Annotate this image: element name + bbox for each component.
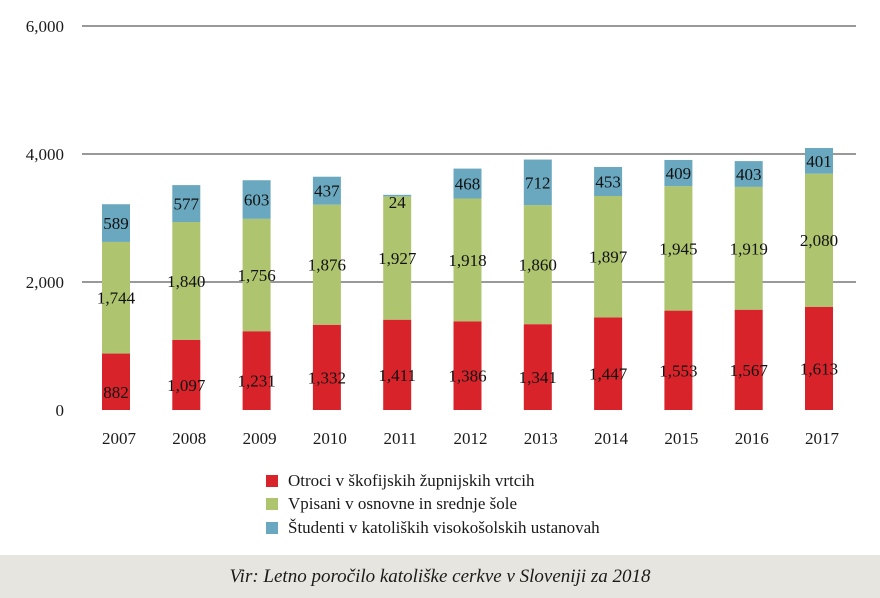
legend-swatch-green (266, 498, 278, 511)
x-tick-label: 2015 (664, 429, 698, 448)
data-label: 468 (455, 175, 481, 194)
bar-segment (102, 241, 130, 354)
bar-segment (102, 353, 130, 410)
data-label: 1,918 (448, 251, 486, 270)
data-label: 1,231 (237, 372, 275, 391)
bar-segment (664, 310, 693, 410)
y-tick-label: 4,000 (26, 145, 64, 164)
y-tick-label: 6,000 (26, 17, 64, 36)
data-label: 1,613 (800, 359, 838, 378)
data-label: 1,945 (659, 239, 697, 258)
bar-segment (453, 168, 482, 199)
bar-segment (805, 147, 833, 174)
x-tick-label: 2010 (313, 429, 347, 448)
bar-segment (594, 166, 623, 196)
bar-segment (102, 204, 130, 242)
bar-segment (383, 319, 412, 410)
data-label: 2,080 (800, 231, 838, 250)
bar-segment (172, 222, 201, 340)
bar-segment (594, 195, 623, 318)
data-label: 1,097 (167, 376, 206, 395)
source-text: Vir: Letno poročilo katoliške cerkve v S… (229, 565, 651, 587)
bar-segment (172, 185, 201, 223)
data-label: 1,744 (97, 289, 136, 308)
legend-swatch-red (266, 474, 278, 487)
bar-segment (664, 186, 693, 311)
data-label: 1,447 (589, 365, 628, 384)
data-label: 603 (244, 191, 270, 210)
legend: Otroci v škofijskih župnijskih vrtcih Vp… (266, 469, 600, 540)
bar-segment (805, 306, 833, 410)
bar-segment (523, 205, 552, 325)
x-tick-label: 2017 (805, 429, 840, 448)
data-label: 1,860 (519, 256, 557, 275)
bar-segment (523, 324, 552, 410)
legend-label: Študenti v katoliških visokošolskih usta… (288, 517, 600, 537)
data-label: 1,386 (448, 367, 486, 386)
data-label: 1,897 (589, 248, 628, 267)
bar-segment (383, 196, 412, 320)
data-label: 1,927 (378, 249, 417, 268)
legend-item-vpisani: Vpisani v osnovne in srednje šole (266, 493, 600, 517)
data-label: 712 (525, 173, 551, 192)
bar-segment (242, 331, 271, 410)
bar-segment (734, 161, 763, 187)
bar-segment (594, 317, 623, 410)
y-tick-label: 0 (56, 401, 65, 420)
y-tick-label: 2,000 (26, 273, 64, 292)
legend-item-otroci: Otroci v škofijskih župnijskih vrtcih (266, 469, 600, 493)
data-label: 589 (103, 214, 129, 233)
data-label: 403 (736, 165, 762, 184)
data-label: 882 (103, 383, 129, 402)
bar-segment (312, 176, 341, 205)
bar-segment (312, 204, 341, 325)
bar-segment (453, 198, 482, 322)
bar-segment (312, 324, 341, 410)
data-label: 401 (806, 152, 832, 171)
legend-swatch-blue (266, 521, 278, 534)
legend-item-studenti: Študenti v katoliških visokošolskih usta… (266, 516, 600, 540)
bar-segment (172, 339, 201, 410)
data-label: 577 (174, 195, 200, 214)
data-label: 1,332 (308, 368, 346, 387)
stacked-bar-chart: 0 2,000 4,000 6,000 882 1,744 589 2007 1,097 1,84… (26, 17, 856, 448)
data-label: 1,341 (519, 368, 557, 387)
legend-label: Vpisani v osnovne in srednje šole (288, 494, 517, 514)
bar-segment (734, 186, 763, 310)
data-label: 1,567 (730, 361, 769, 380)
source-footer: Vir: Letno poročilo katoliške cerkve v S… (0, 555, 880, 598)
x-tick-label: 2012 (454, 429, 488, 448)
bar-segment (242, 218, 271, 332)
bar-segment (453, 321, 482, 410)
data-label: 1,876 (308, 256, 346, 275)
bar-segment (242, 180, 271, 219)
data-label: 437 (314, 182, 340, 201)
bar-segment (664, 159, 693, 187)
x-tick-label: 2008 (172, 429, 206, 448)
x-tick-label: 2007 (102, 429, 137, 448)
data-label: 409 (666, 164, 692, 183)
bar-segment (805, 173, 833, 307)
legend-label: Otroci v škofijskih župnijskih vrtcih (288, 470, 535, 490)
data-label: 1,411 (378, 366, 416, 385)
x-tick-label: 2016 (735, 429, 769, 448)
bar-segment (383, 194, 412, 197)
x-tick-label: 2011 (384, 429, 417, 448)
data-label: 1,756 (237, 266, 275, 285)
bar-segment (734, 309, 763, 410)
data-label: 1,919 (730, 239, 768, 258)
data-label: 1,840 (167, 272, 205, 291)
data-label: 453 (595, 172, 621, 191)
x-tick-label: 2014 (594, 429, 629, 448)
data-label: 24 (389, 193, 407, 212)
bar-segment (523, 159, 552, 206)
x-tick-label: 2009 (243, 429, 277, 448)
x-tick-label: 2013 (524, 429, 558, 448)
data-label: 1,553 (659, 361, 697, 380)
